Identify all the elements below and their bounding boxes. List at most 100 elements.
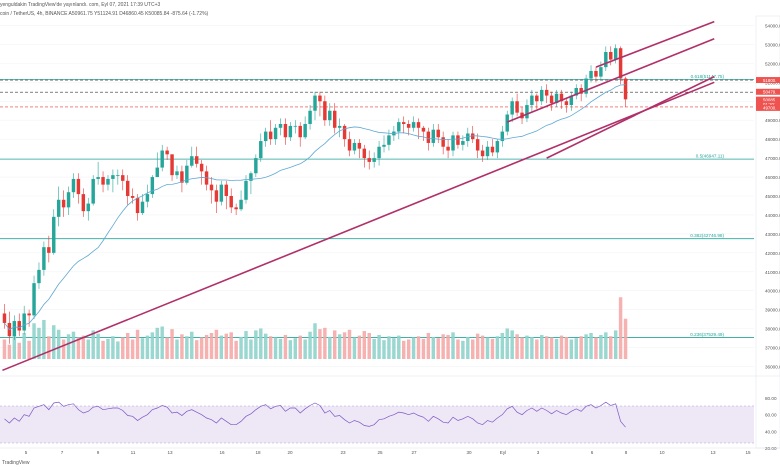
volume-bar (579, 336, 583, 359)
volume-bar (515, 334, 519, 359)
time-tick-label: 8 (625, 450, 628, 455)
candle-body (554, 93, 559, 104)
candle-body (194, 156, 199, 164)
candle-body (318, 95, 322, 102)
volume-bar (96, 333, 100, 359)
volume-bar (37, 327, 41, 359)
volume-bar (76, 337, 81, 359)
volume-bar (372, 338, 376, 359)
volume-bar (362, 331, 367, 359)
candle-body (17, 321, 21, 331)
volume-bar (426, 333, 431, 359)
candle-body (42, 247, 46, 270)
volume-bar (12, 336, 17, 359)
volume-bar (456, 339, 460, 359)
volume-bar (416, 336, 421, 359)
candle-body (337, 125, 342, 128)
candle-body (564, 101, 569, 106)
volume-bar (328, 336, 332, 359)
candle-body (47, 247, 51, 253)
volume-bar (520, 337, 524, 359)
candle-body (293, 125, 298, 127)
candle-body (190, 156, 194, 166)
volume-bar (293, 338, 298, 359)
candle-body (288, 125, 293, 138)
candle-body (175, 171, 179, 176)
volume-bar (623, 318, 628, 359)
volume-bar (273, 337, 278, 359)
price-tick-label: 54000.00 (765, 23, 780, 28)
candle-body (540, 89, 544, 102)
volume-bar (604, 332, 608, 359)
volume-bar (229, 332, 233, 359)
volume-bar (569, 339, 574, 359)
volume-bar (490, 338, 495, 359)
rsi-band (0, 406, 754, 443)
trendline (506, 37, 715, 123)
chart-header-line2: coin / TetherUS, 4h, BINANCE A50961.75 Y… (0, 11, 209, 17)
time-tick-label: 10 (659, 450, 665, 455)
candle-body (298, 125, 302, 138)
candle-body (456, 135, 460, 145)
time-tick-label: 6 (591, 450, 594, 455)
price-tick-label: 46000.00 (765, 175, 780, 180)
volume-bar (401, 340, 406, 359)
candle-body (27, 313, 31, 316)
candle-body (367, 158, 371, 162)
volume-bar (530, 336, 534, 359)
candle-body (406, 124, 411, 128)
volume-bar (510, 330, 514, 359)
volume-bar (594, 337, 598, 359)
volume-bar (91, 330, 95, 359)
candle-body (372, 158, 376, 162)
volume-bar (609, 336, 613, 359)
volume-bar (446, 334, 450, 359)
volume-bar (27, 340, 31, 359)
candle-body (91, 178, 95, 204)
volume-bar (111, 336, 115, 359)
candle-body (377, 146, 381, 159)
time-tick-label: 18 (255, 450, 261, 455)
volume-bar (106, 338, 110, 359)
volume-bar (436, 338, 440, 359)
candle-body (461, 141, 465, 145)
candle-body (549, 95, 554, 104)
candle-body (101, 177, 105, 185)
candle-body (352, 142, 357, 151)
volume-bar (559, 335, 564, 359)
time-tick-label: 3 (537, 450, 540, 455)
candle-body (584, 78, 588, 94)
candle-body (219, 184, 224, 202)
volume-bar (554, 338, 559, 359)
volume-bar (411, 337, 416, 359)
volume-bar (535, 339, 539, 359)
candle-body (170, 154, 174, 176)
candle-body (416, 122, 421, 128)
price-tag (756, 104, 780, 111)
volume-bar (170, 329, 174, 359)
volume-bar (584, 334, 588, 359)
candle-body (387, 135, 391, 145)
fib-level-label: 0.236(37529.49) (690, 332, 724, 337)
candle-body (278, 124, 283, 128)
candle-body (397, 122, 401, 132)
candle-body (130, 196, 135, 198)
candle-body (263, 131, 268, 142)
fib-level-label: 0.618(51147.75) (691, 74, 725, 79)
candle-body (441, 137, 445, 147)
candle-body (480, 150, 485, 157)
candle-body (328, 110, 332, 121)
candle-body (579, 88, 583, 94)
chart-header-line1: yenguldakin TradingView'de yayınlandı. c… (0, 2, 161, 8)
candle-body (530, 95, 534, 106)
time-tick-label: 13 (710, 450, 716, 455)
price-tick-label: 42000.00 (765, 251, 780, 256)
rsi-tick-label: 60.00 (765, 413, 777, 418)
candle-body (214, 190, 219, 202)
volume-bar (500, 333, 505, 359)
candle-body (96, 177, 100, 179)
volume-bar (263, 333, 268, 359)
volume-bar (249, 339, 253, 359)
candle-body (160, 150, 164, 168)
